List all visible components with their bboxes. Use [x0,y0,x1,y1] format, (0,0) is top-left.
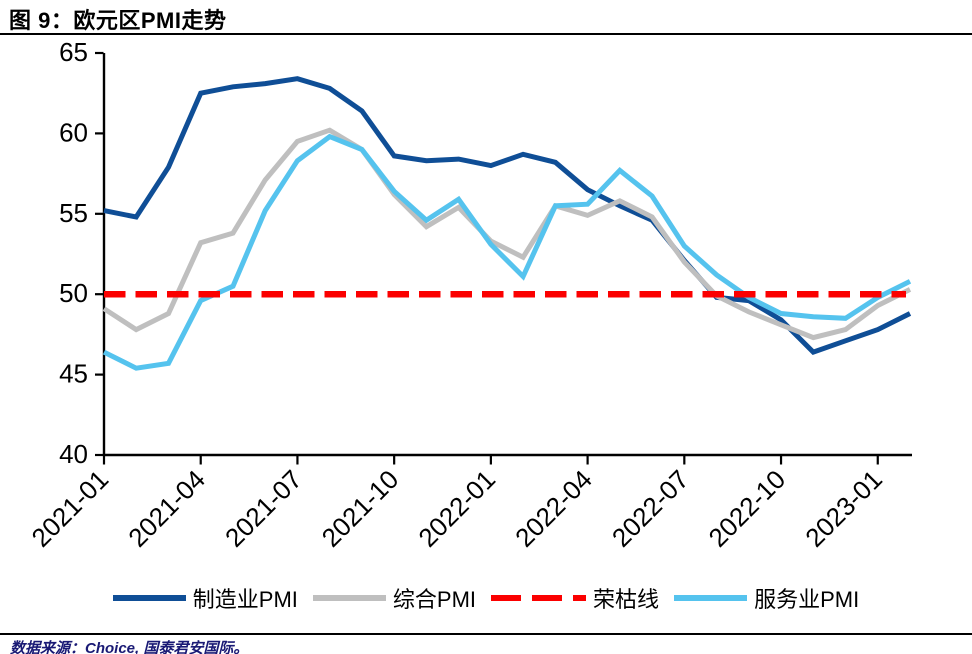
x-tick-label: 2022-10 [703,464,792,553]
composite-pmi-line [102,127,912,341]
x-tick-label: 2021-01 [26,464,115,553]
services-line-swatch [674,595,748,601]
y-tick-label: 60 [59,117,88,147]
legend-item-threshold: 荣枯线 [491,582,659,614]
x-tick-label: 2021-10 [316,464,405,553]
y-tick-label: 50 [59,278,88,308]
legend-label-services: 服务业PMI [754,587,860,612]
y-tick-label: 55 [59,198,88,228]
x-tick-label: 2021-04 [122,464,211,553]
chart-legend: 制造业PMI 综合PMI 荣枯线 服务业PMI [0,582,972,614]
y-tick-label: 65 [59,37,88,67]
legend-label-threshold: 荣枯线 [593,587,660,612]
x-tick-label: 2022-07 [606,464,695,553]
legend-label-manufacturing: 制造业PMI [192,587,298,612]
legend-label-composite: 综合PMI [392,587,477,612]
source-note: 数据来源：Choice, 国泰君安国际。 [10,640,249,654]
threshold-dashed-swatch [491,594,587,602]
legend-item-composite: 综合PMI [312,582,477,614]
x-tick-label: 2022-04 [509,464,598,553]
x-tick-label: 2023-01 [799,464,888,553]
x-tick-label: 2021-07 [219,464,308,553]
manufacturing-line-swatch [112,595,186,601]
pmi-line-chart: 40 45 50 55 60 65 2021-01 2021-04 2021-07 2021-10… [26,37,912,553]
legend-item-manufacturing: 制造业PMI [112,582,298,614]
legend-item-services: 服务业PMI [674,582,859,614]
source-divider [0,633,972,635]
title-divider [0,33,972,35]
chart-canvas: 40 45 50 55 60 65 2021-01 2021-04 2021-07 2021-10… [26,37,912,553]
figure-title: 图 9：欧元区PMI走势 [9,8,227,33]
composite-line-swatch [312,595,386,601]
y-tick-label: 40 [59,439,88,469]
y-tick-label: 45 [59,359,88,389]
manufacturing-pmi-line [103,76,912,355]
x-tick-label: 2022-01 [412,464,501,553]
services-pmi-line [102,133,912,371]
